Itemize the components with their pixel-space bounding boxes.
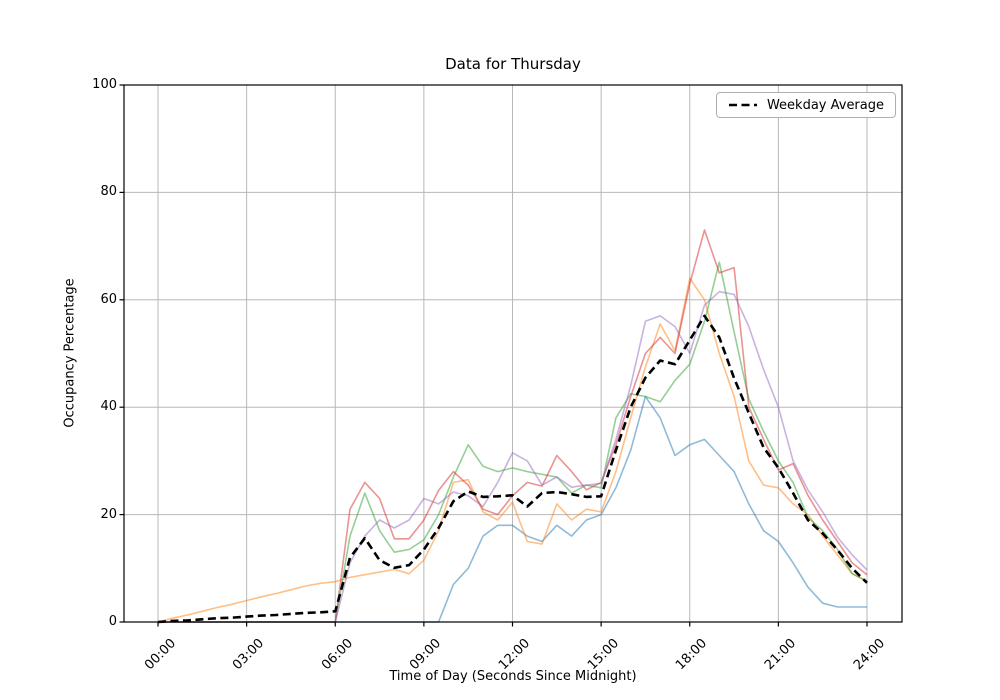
dashed-line-sample-icon bbox=[728, 103, 757, 107]
y-tick-label: 60 bbox=[100, 291, 117, 307]
legend: Weekday Average bbox=[715, 92, 896, 118]
y-tick-label: 40 bbox=[100, 399, 117, 415]
x-axis-label: Time of Day (Seconds Since Midnight) bbox=[389, 669, 637, 684]
legend-label: Weekday Average bbox=[766, 97, 884, 113]
y-tick-label: 0 bbox=[108, 614, 117, 629]
y-tick-label: 100 bbox=[92, 77, 117, 92]
y-tick-label: 20 bbox=[100, 506, 117, 522]
line-weekday-average bbox=[157, 314, 868, 624]
chart-title: Data for Thursday bbox=[445, 55, 581, 73]
line-unlabeled-day-series-orange bbox=[157, 277, 868, 623]
y-tick-label: 80 bbox=[100, 184, 117, 200]
